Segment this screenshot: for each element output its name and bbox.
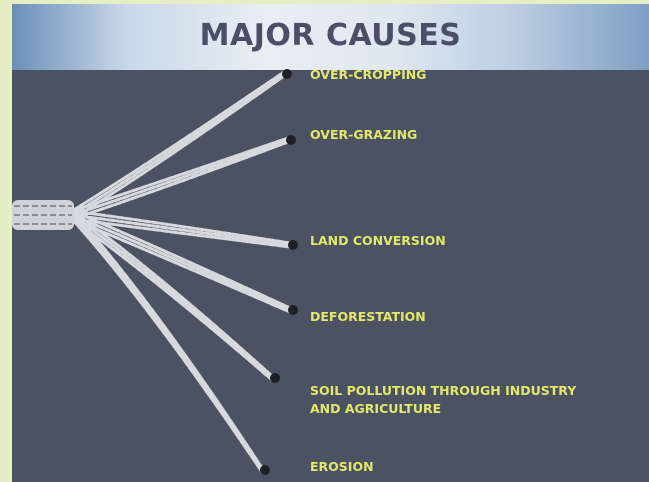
- strand-tip: [286, 135, 296, 145]
- strand-tip: [288, 240, 298, 250]
- cause-line: OVER-CROPPING: [310, 66, 426, 84]
- rope-strand: [72, 219, 272, 380]
- rope-strand: [72, 142, 288, 219]
- strand-tip: [288, 305, 298, 315]
- cause-line: AND AGRICULTURE: [310, 400, 576, 418]
- cause-line: EROSION: [310, 458, 374, 476]
- cause-label: OVER-GRAZING: [310, 126, 417, 144]
- strand-tip: [282, 69, 292, 79]
- cause-label: OVER-CROPPING: [310, 66, 426, 84]
- rope-strand: [72, 140, 288, 215]
- cause-label: DEFORESTATION: [310, 308, 426, 326]
- strand-tip: [260, 465, 270, 475]
- cause-line: DEFORESTATION: [310, 308, 426, 326]
- cause-label: EROSION: [310, 458, 374, 476]
- page: MAJOR CAUSES OVER-CROPPINGOVER-GRAZINGLA…: [0, 0, 649, 482]
- cause-label: LAND CONVERSION: [310, 232, 446, 250]
- rope-strands: [72, 69, 298, 475]
- cause-line: SOIL POLLUTION THROUGH INDUSTRY: [310, 382, 576, 400]
- cause-line: OVER-GRAZING: [310, 126, 417, 144]
- cause-line: LAND CONVERSION: [310, 232, 446, 250]
- rope-strand: [72, 72, 284, 211]
- strand-tip: [270, 373, 280, 383]
